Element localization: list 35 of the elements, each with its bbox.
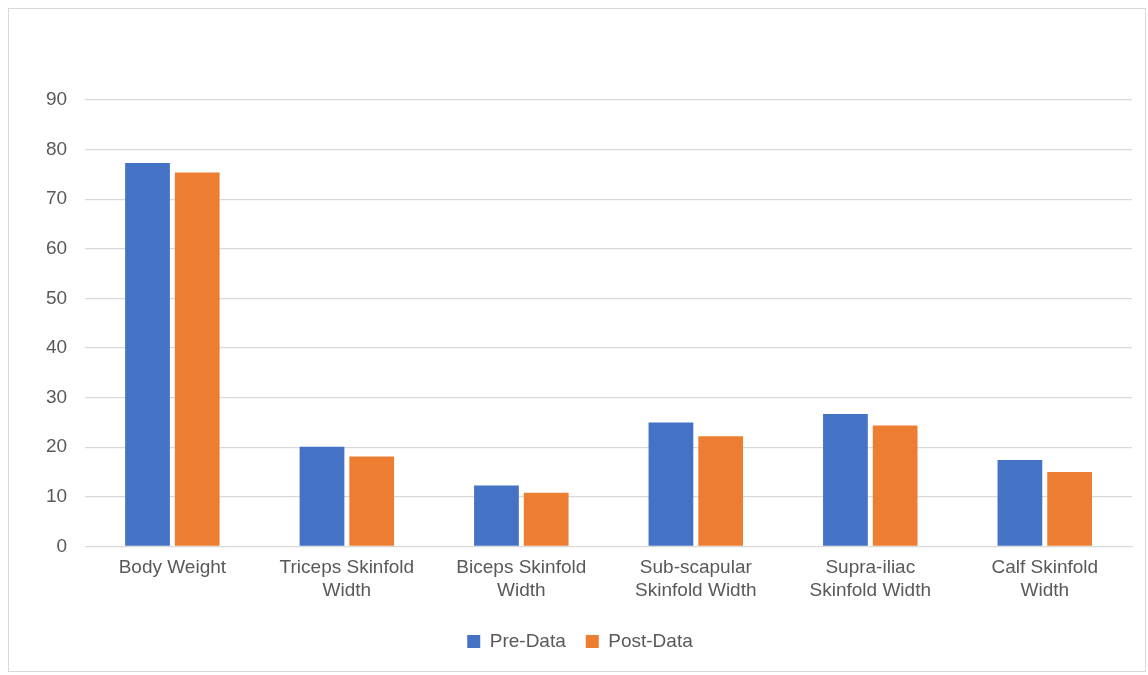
y-tick-label: 40 — [45, 336, 68, 358]
legend-label: Post-Data — [608, 629, 694, 651]
legend-label: Pre-Data — [489, 629, 567, 651]
bar — [823, 413, 868, 546]
bar — [698, 436, 744, 546]
category-label: Calf Skinfold — [991, 556, 1099, 578]
category-label: Supra-iliac — [825, 556, 916, 578]
bar — [299, 446, 345, 546]
y-tick-label: 80 — [45, 137, 68, 159]
category-label: Skinfold Width — [635, 578, 757, 600]
category-label: Triceps Skinfold — [279, 556, 415, 578]
bar — [125, 162, 170, 546]
category-label: Body Weight — [118, 556, 227, 578]
bar — [349, 456, 395, 546]
bar — [1047, 472, 1092, 546]
y-tick-label: 0 — [56, 534, 68, 556]
y-tick-label: 50 — [45, 286, 68, 308]
category-label: Biceps Skinfold — [456, 556, 587, 578]
bar — [474, 485, 519, 546]
y-tick-label: 70 — [45, 187, 68, 209]
category-label: Sub-scapular — [639, 556, 752, 578]
category-label: Skinfold Width — [809, 578, 932, 600]
y-tick-label: 10 — [45, 485, 68, 507]
bar — [174, 172, 220, 546]
y-tick-label: 60 — [45, 237, 68, 259]
y-tick-label: 20 — [45, 435, 68, 457]
bar — [648, 422, 694, 546]
bar — [997, 460, 1043, 546]
bar — [523, 492, 569, 546]
category-label: Width — [322, 578, 372, 600]
category-label: Width — [497, 578, 546, 600]
y-tick-label: 30 — [45, 385, 68, 407]
bar — [872, 425, 918, 546]
y-tick-label: 90 — [45, 88, 68, 110]
category-label: Width — [1020, 578, 1070, 600]
